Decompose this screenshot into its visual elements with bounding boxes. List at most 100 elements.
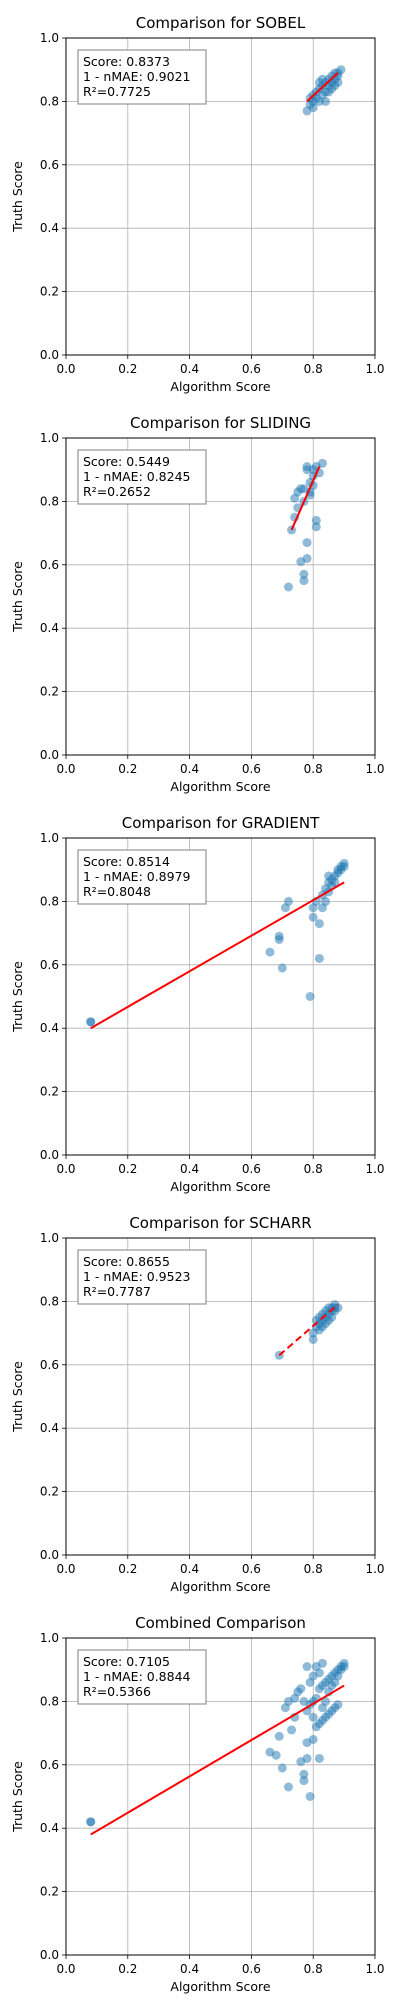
scatter-point	[308, 1712, 318, 1722]
stats-box	[77, 449, 207, 505]
scatter-point	[339, 1658, 349, 1668]
scatter-point	[308, 1334, 318, 1344]
y-tick-label: 1.0	[40, 31, 59, 45]
x-tick-label: 1.0	[365, 1562, 384, 1576]
x-axis-label: Algorithm Score	[170, 1179, 271, 1194]
y-tick-label: 0.6	[40, 1758, 59, 1772]
scatter-point	[308, 465, 318, 475]
scatter-point	[308, 1734, 318, 1744]
chart-title: Comparison for SCHARR	[129, 1214, 311, 1232]
stats-box	[77, 1649, 207, 1705]
stats-line: 1 - nMAE: 0.8245	[83, 469, 191, 484]
fit-line	[278, 1303, 339, 1357]
chart-panel-3: Comparison for GRADIENT 0.0 0.2 0.4 0.6 0.8 1.…	[10, 814, 385, 1194]
y-tick-label: 0.4	[40, 621, 59, 635]
scatter-point	[321, 1319, 331, 1329]
scatter-point	[265, 947, 275, 957]
stats-line: 1 - nMAE: 0.8979	[83, 869, 191, 884]
x-tick-label: 0.8	[304, 1562, 323, 1576]
x-tick-label: 0.0	[56, 762, 75, 776]
stats-line: Score: 0.8373	[83, 54, 170, 69]
x-tick-label: 0.2	[118, 1162, 137, 1176]
y-tick-label: 0.2	[40, 1085, 59, 1099]
x-tick-label: 0.8	[304, 762, 323, 776]
x-tick-label: 0.4	[180, 362, 199, 376]
fit-line	[290, 466, 321, 531]
y-tick-label: 1.0	[40, 831, 59, 845]
y-tick-label: 0.4	[40, 1421, 59, 1435]
x-tick-label: 0.4	[180, 1162, 199, 1176]
scatter-point	[283, 896, 293, 906]
y-tick-label: 0.2	[40, 1885, 59, 1899]
chart-title: Comparison for GRADIENT	[122, 814, 320, 832]
y-tick-label: 0.8	[40, 894, 59, 908]
x-tick-label: 0.0	[56, 1962, 75, 1976]
scatter-point	[274, 1731, 284, 1741]
chart-panel-4: Comparison for SCHARR 0.0 0.2 0.4 0.6 0.8 1.0 0…	[10, 1214, 385, 1594]
y-tick-label: 0.0	[40, 1948, 59, 1962]
stats-box	[77, 1249, 207, 1305]
x-tick-label: 1.0	[365, 1962, 384, 1976]
y-tick-label: 0.0	[40, 748, 59, 762]
stats-line: R²=0.8048	[83, 884, 151, 899]
stats-line: R²=0.7787	[83, 1284, 151, 1299]
y-tick-label: 1.0	[40, 1231, 59, 1245]
fit-line	[306, 72, 339, 103]
scatter-point	[324, 871, 334, 881]
y-tick-label: 0.8	[40, 94, 59, 108]
x-tick-label: 1.0	[365, 762, 384, 776]
axes-frame	[65, 437, 376, 756]
y-axis-label: Truth Score	[10, 561, 25, 633]
fit-line	[90, 1684, 345, 1836]
scatter-point	[277, 963, 287, 973]
chart-title: Comparison for SOBEL	[136, 14, 306, 32]
scatter-point	[283, 1782, 293, 1792]
chart-panel-1: Comparison for SOBEL 0.0 0.2 0.4 0.6 0.8 1.0 0.…	[10, 14, 385, 394]
y-tick-label: 0.8	[40, 494, 59, 508]
scatter-point	[314, 919, 324, 929]
y-tick-label: 0.4	[40, 1021, 59, 1035]
scatter-point	[271, 1750, 281, 1760]
scatter-point	[283, 582, 293, 592]
scatter-point	[314, 1753, 324, 1763]
stats-box	[77, 849, 207, 905]
chart-title: Combined Comparison	[135, 1614, 306, 1632]
x-tick-label: 0.6	[242, 1962, 261, 1976]
y-tick-label: 1.0	[40, 1631, 59, 1645]
scatter-point	[302, 538, 312, 548]
stats-line: Score: 0.8514	[83, 854, 170, 869]
x-tick-label: 0.6	[242, 762, 261, 776]
x-tick-label: 0.0	[56, 1162, 75, 1176]
scatter-point	[308, 912, 318, 922]
y-tick-label: 0.2	[40, 685, 59, 699]
x-tick-label: 0.2	[118, 1962, 137, 1976]
x-axis-label: Algorithm Score	[170, 779, 271, 794]
fit-line	[90, 881, 345, 1030]
chart-panel-2: Comparison for SLIDING 0.0 0.2 0.4 0.6 0.8 1.0…	[10, 414, 385, 794]
x-tick-label: 1.0	[365, 1162, 384, 1176]
chart-panel-5: Combined Comparison 0.0 0.2 0.4 0.6 0.8 1.0 0.0…	[10, 1614, 385, 1994]
y-tick-label: 0.8	[40, 1694, 59, 1708]
y-axis-label: Truth Score	[10, 161, 25, 233]
scatter-point	[86, 1817, 96, 1827]
scatter-point	[299, 576, 309, 586]
scatter-point	[302, 553, 312, 563]
scatter-point	[321, 1696, 331, 1706]
scatter-point	[339, 862, 349, 872]
y-tick-label: 0.2	[40, 285, 59, 299]
stats-line: 1 - nMAE: 0.8844	[83, 1669, 191, 1684]
x-tick-label: 0.6	[242, 1162, 261, 1176]
axes-frame	[65, 1237, 376, 1556]
y-tick-label: 0.8	[40, 1294, 59, 1308]
scatter-point	[314, 953, 324, 963]
y-axis-label: Truth Score	[10, 961, 25, 1033]
y-tick-label: 0.6	[40, 158, 59, 172]
scatter-point	[305, 992, 315, 1001]
y-tick-label: 0.4	[40, 221, 59, 235]
chart-title: Comparison for SLIDING	[130, 414, 311, 432]
x-tick-label: 0.8	[304, 1162, 323, 1176]
scatter-point	[287, 1725, 297, 1735]
x-axis-label: Algorithm Score	[170, 1979, 271, 1994]
x-tick-label: 0.4	[180, 1962, 199, 1976]
